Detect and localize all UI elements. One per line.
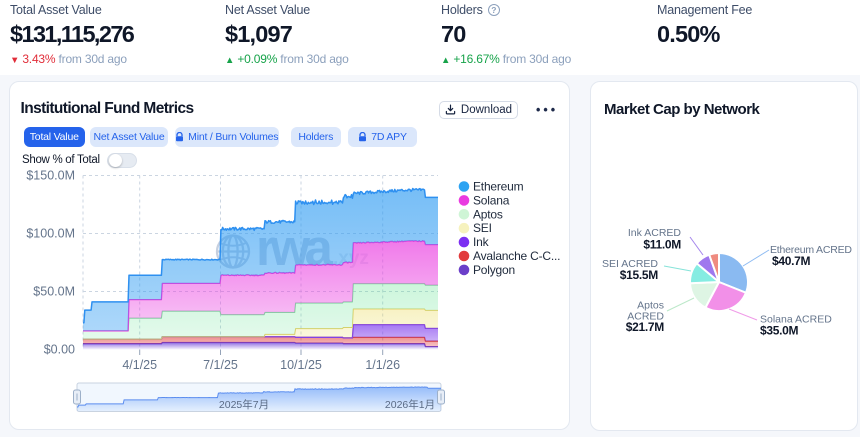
- svg-text:Aptos: Aptos: [473, 207, 503, 221]
- svg-text:7/1/25: 7/1/25: [203, 358, 238, 372]
- svg-text:SEI: SEI: [473, 221, 492, 235]
- svg-text:$50.0M: $50.0M: [33, 285, 75, 299]
- svg-text:Solana ACRED: Solana ACRED: [760, 314, 832, 326]
- svg-text:$150.0M: $150.0M: [26, 169, 75, 183]
- svg-text:Solana: Solana: [473, 193, 510, 207]
- svg-text:4/1/25: 4/1/25: [122, 358, 157, 372]
- svg-text:Polygon: Polygon: [473, 263, 515, 277]
- svg-text:$15.5M: $15.5M: [620, 268, 659, 282]
- svg-text:Ethereum: Ethereum: [473, 180, 524, 194]
- svg-text:10/1/25: 10/1/25: [280, 358, 322, 372]
- svg-text:2025年7月: 2025年7月: [219, 398, 269, 411]
- svg-text:Ethereum ACRED: Ethereum ACRED: [770, 244, 852, 256]
- svg-text:Ink: Ink: [473, 235, 490, 249]
- svg-text:$21.7M: $21.7M: [626, 320, 665, 334]
- svg-text:$40.7M: $40.7M: [772, 254, 811, 268]
- svg-text:2026年1月: 2026年1月: [385, 398, 435, 411]
- svg-text:$0.00: $0.00: [44, 343, 75, 357]
- svg-text:ACRED: ACRED: [627, 311, 664, 323]
- svg-text:Ink ACRED: Ink ACRED: [628, 227, 682, 239]
- svg-text:$11.0M: $11.0M: [643, 238, 681, 252]
- svg-text:$100.0M: $100.0M: [26, 227, 75, 241]
- svg-text:Aptos: Aptos: [637, 300, 664, 312]
- svg-text:$35.0M: $35.0M: [760, 324, 799, 338]
- svg-text:SEI ACRED: SEI ACRED: [602, 258, 658, 270]
- svg-text:1/1/26: 1/1/26: [365, 358, 400, 372]
- svg-text:Avalanche C-C...: Avalanche C-C...: [473, 249, 560, 263]
